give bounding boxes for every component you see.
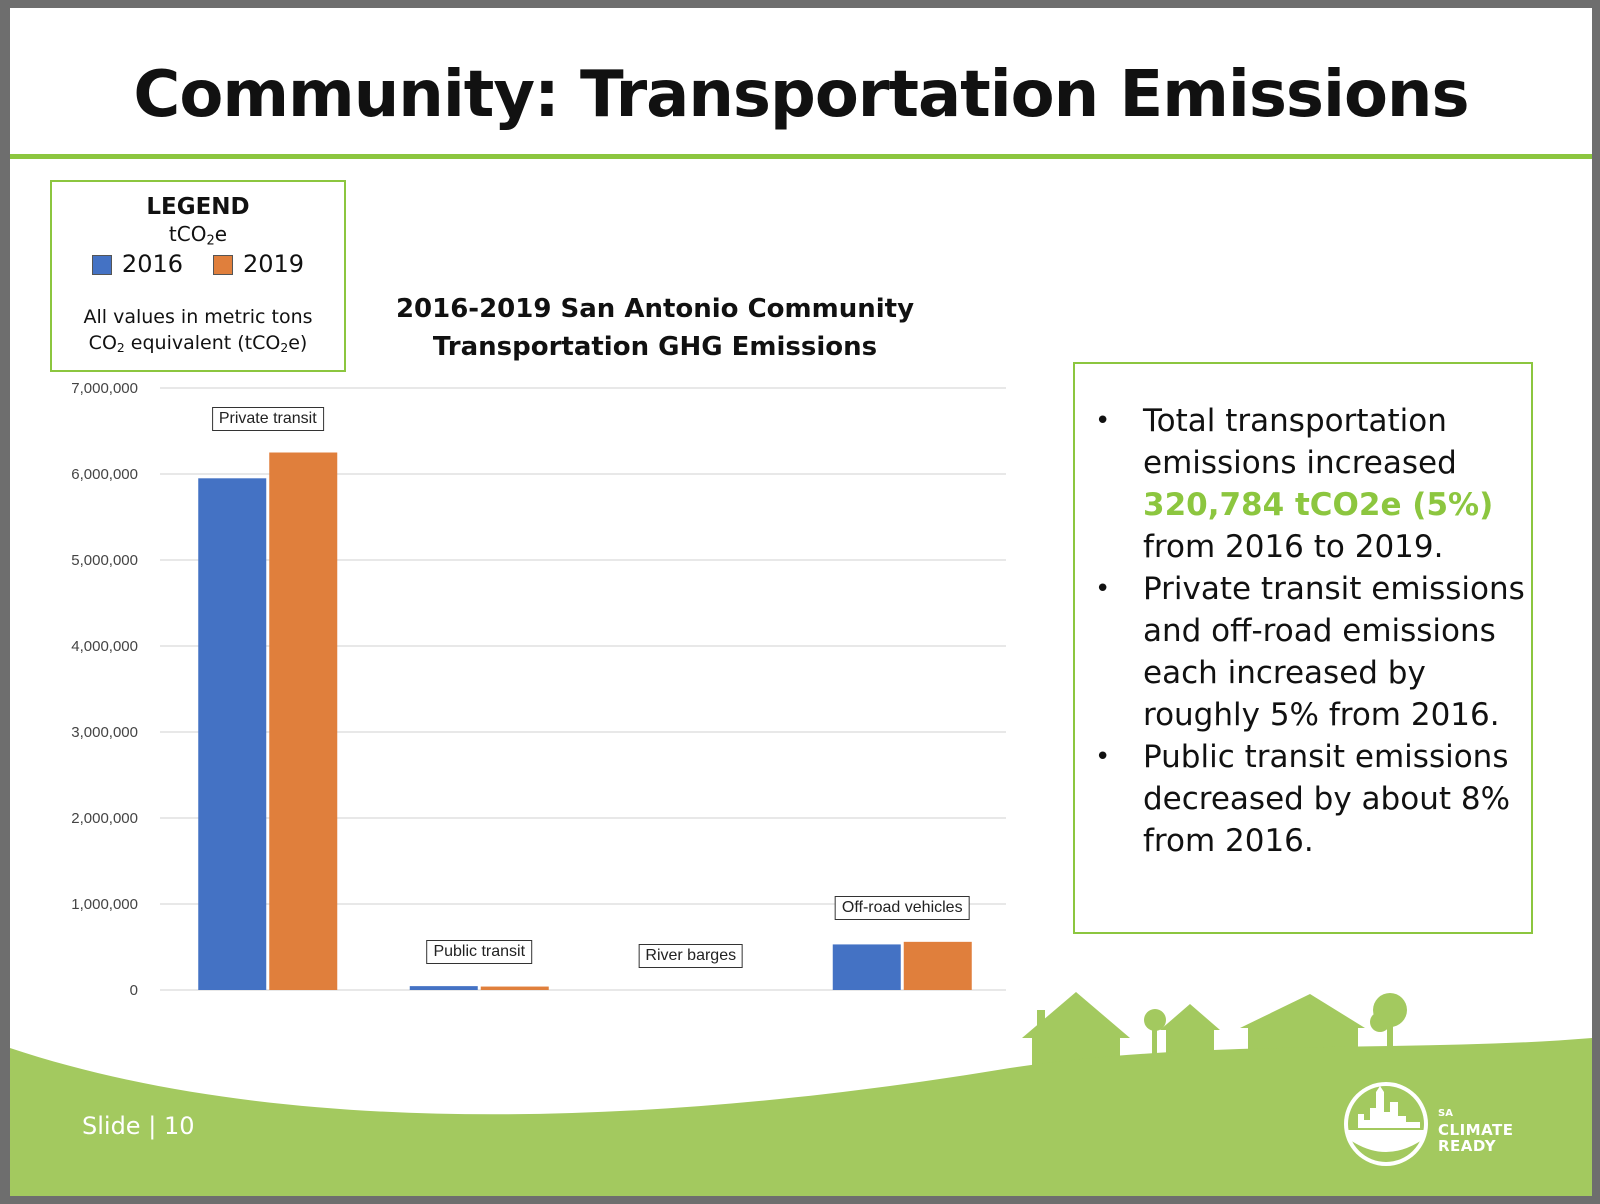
bar-2016-public-transit	[409, 986, 478, 990]
bar-2016-private-transit	[198, 478, 267, 990]
y-tick-label: 2,000,000	[71, 810, 138, 827]
summary-item: • Total transportation emissions increase…	[1095, 403, 1494, 565]
y-tick-label: 0	[130, 982, 138, 999]
slide-number: Slide | 10	[82, 1112, 195, 1140]
legend-heading: LEGEND	[146, 194, 250, 220]
footer-hill	[10, 1038, 1592, 1196]
category-label: Public transit	[426, 940, 533, 965]
y-tick-label: 5,000,000	[71, 552, 138, 569]
legend-box: LEGEND tCO2e 2016 2019 All values in met…	[50, 180, 346, 372]
category-label: Private transit	[211, 406, 324, 431]
summary-item: • Public transit emissions decreased by a…	[1095, 739, 1511, 859]
legend-swatch-2019	[213, 255, 233, 276]
summary-box: • Total transportation emissions increase…	[1073, 362, 1533, 934]
legend-unit: tCO2e	[168, 222, 228, 249]
bar-2016-off-road-vehicles	[832, 944, 901, 990]
footer-graphic	[10, 992, 1592, 1196]
title-divider	[10, 154, 1592, 159]
chart-title: 2016-2019 San Antonio Community Transpor…	[395, 294, 915, 362]
y-tick-label: 7,000,000	[71, 380, 138, 397]
summary-item: • Private transit emissions and off-road …	[1095, 571, 1525, 733]
highlight-value: 320,784 tCO2e (5%)	[1143, 487, 1494, 523]
legend-item-2019: 2019	[213, 250, 304, 278]
y-tick-label: 3,000,000	[71, 724, 138, 741]
bar-2019-private-transit	[269, 452, 338, 990]
y-tick-label: 1,000,000	[71, 896, 138, 913]
bar-2019-public-transit	[480, 986, 549, 990]
climate-ready-logo: SA CLIMATE READY	[1438, 1108, 1514, 1155]
slide-title: Community: Transportation Emissions	[133, 58, 1469, 132]
legend-note: All values in metric tons CO2 equivalent…	[83, 306, 313, 356]
legend-item-2016: 2016	[91, 250, 183, 278]
category-label: River barges	[638, 944, 744, 968]
summary-list: • Total transportation emissions increase…	[1095, 400, 1525, 862]
bar-chart: 0 1,000,000 2,000,000 3,000,000 4,000,000 5,0…	[71, 380, 1006, 999]
category-label: Off-road vehicles	[834, 895, 970, 920]
legend-series: 2016 2019	[52, 250, 344, 278]
bar-2019-off-road-vehicles	[903, 941, 972, 990]
y-tick-label: 4,000,000	[71, 638, 138, 655]
y-tick-label: 6,000,000	[71, 466, 138, 483]
logo-circle-icon	[1344, 1082, 1428, 1166]
slide: Community: Transportation Emissions LEGE…	[10, 8, 1592, 1196]
legend-swatch-2016	[91, 255, 112, 276]
